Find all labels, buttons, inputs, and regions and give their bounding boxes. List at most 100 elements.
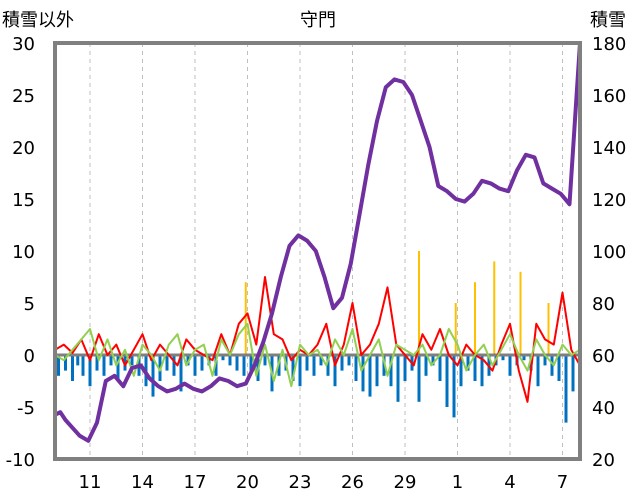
precip-negative-bar	[564, 355, 568, 423]
precip-negative-bar	[263, 355, 267, 366]
precip-negative-bar	[452, 355, 456, 418]
precip-negative-bar	[340, 355, 344, 371]
precip-negative-bar	[508, 355, 512, 376]
right-tick-label: 60	[592, 346, 615, 367]
precip-negative-bar	[347, 355, 351, 366]
right-tick-label: 120	[592, 190, 626, 211]
precip-negative-bar	[76, 355, 80, 366]
left-tick-label: 10	[12, 242, 35, 263]
precip-negative-bar	[242, 355, 246, 376]
right-axis-label: 積雪	[590, 10, 626, 31]
x-tick-label: 11	[79, 472, 102, 493]
precip-negative-bar	[319, 355, 323, 366]
right-tick-label: 140	[592, 138, 626, 159]
precip-negative-bar	[95, 355, 99, 371]
series-lines	[54, 42, 582, 443]
x-tick-label: 29	[394, 472, 417, 493]
x-tick-label: 14	[131, 472, 154, 493]
vertical-grid	[89, 43, 563, 459]
precip-negative-bar	[71, 355, 74, 381]
left-tick-label: -5	[17, 398, 35, 419]
right-tick-label: 40	[592, 398, 615, 419]
left-tick-label: 0	[24, 346, 35, 367]
precip-positive-bar	[418, 251, 420, 355]
right-tick-label: 160	[592, 86, 626, 107]
precip-negative-bar	[109, 355, 113, 366]
precip-positive-bar	[454, 303, 457, 355]
precip-negative-bar	[438, 355, 442, 381]
precip-negative-bar	[417, 355, 421, 402]
precip-negative-bar	[88, 355, 92, 387]
precip-negative-bar	[368, 355, 372, 397]
precip-negative-bar	[221, 355, 225, 361]
precip-negative-bar	[326, 355, 330, 376]
precip-positive-bar	[244, 282, 247, 355]
x-tick-labels: 11 14 17 20 23 26 29 1 4 7	[79, 472, 569, 493]
left-tick-label: 15	[12, 190, 35, 211]
precip-negative-bar	[403, 355, 407, 381]
precip-negative-bar	[151, 355, 155, 397]
left-tick-labels: 30 25 20 15 10 5 0 -5 -10	[6, 34, 35, 471]
precip-negative-bar	[123, 355, 127, 371]
chart-title: 守門	[300, 10, 336, 31]
precip-negative-bar	[480, 355, 484, 387]
x-tick-label: 17	[184, 472, 207, 493]
x-tick-label: 4	[504, 472, 515, 493]
precip-positive-bar	[474, 282, 476, 355]
precip-positive-bars	[244, 251, 550, 355]
left-tick-label: 30	[12, 34, 35, 55]
precip-negative-bar	[235, 355, 239, 371]
series-line	[54, 322, 581, 388]
precip-negative-bar	[312, 355, 316, 376]
precip-negative-bar	[64, 355, 67, 371]
right-tick-label: 180	[592, 34, 626, 55]
precip-negative-bar	[361, 355, 365, 392]
precip-negative-bar	[536, 355, 540, 387]
precip-negative-bar	[571, 355, 575, 392]
series-line	[54, 276, 581, 403]
x-tick-label: 26	[341, 472, 364, 493]
precip-negative-bar	[396, 355, 400, 402]
precip-negative-bar	[228, 355, 232, 366]
precip-negative-bar	[249, 355, 253, 371]
precip-negative-bar	[193, 355, 197, 376]
precip-negative-bar	[333, 355, 337, 387]
precip-negative-bar	[57, 355, 60, 376]
precip-negative-bar	[305, 355, 309, 371]
plot-frame	[53, 41, 582, 461]
precip-positive-bar	[493, 261, 496, 355]
precip-negative-bar	[186, 355, 190, 366]
precip-positive-bar	[519, 271, 522, 355]
precip-negative-bar	[165, 355, 169, 371]
precip-negative-bar	[543, 355, 547, 366]
right-tick-label: 100	[592, 242, 626, 263]
snow-depth-line	[54, 42, 582, 443]
precip-negative-bar	[473, 355, 477, 381]
precip-negative-bar	[298, 355, 302, 387]
precip-negative-bar	[522, 355, 526, 361]
precip-negative-bar	[354, 355, 358, 381]
precip-negative-bar	[102, 355, 106, 376]
precip-negative-bar	[501, 355, 505, 361]
left-tick-label: 20	[12, 138, 35, 159]
precip-negative-bar	[130, 355, 134, 366]
precip-negative-bar	[81, 355, 85, 376]
precip-negative-bar	[389, 355, 393, 387]
precip-negative-bar	[459, 355, 463, 387]
right-tick-label: 20	[592, 450, 615, 471]
x-tick-label: 7	[557, 472, 568, 493]
precip-negative-bar	[179, 355, 183, 392]
right-tick-labels: 180 160 140 120 100 80 60 40 20	[592, 34, 626, 471]
left-tick-label: 5	[24, 294, 35, 315]
precip-negative-bar	[424, 355, 428, 376]
precip-negative-bar	[550, 355, 554, 376]
precip-negative-bar	[557, 355, 561, 381]
precip-negative-bar	[431, 355, 435, 366]
precip-negative-bar	[445, 355, 449, 407]
right-tick-label: 80	[592, 294, 615, 315]
precip-negative-bar	[375, 355, 379, 387]
precip-negative-bar	[200, 355, 204, 371]
precip-negative-bar	[116, 355, 120, 381]
x-tick-label: 1	[452, 472, 463, 493]
